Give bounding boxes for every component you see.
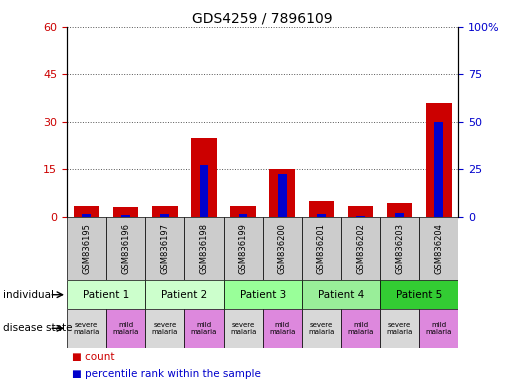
Text: Patient 4: Patient 4: [318, 290, 364, 300]
Text: GSM836199: GSM836199: [238, 223, 248, 274]
Bar: [435, 122, 443, 217]
Text: GSM836201: GSM836201: [317, 223, 326, 274]
Bar: [184, 309, 224, 348]
Bar: [380, 280, 458, 309]
Text: mild
malaria: mild malaria: [347, 322, 374, 335]
Bar: [67, 217, 106, 280]
Bar: [263, 309, 302, 348]
Text: Patient 1: Patient 1: [83, 290, 129, 300]
Text: Patient 2: Patient 2: [161, 290, 208, 300]
Text: GSM836196: GSM836196: [121, 223, 130, 274]
Bar: [145, 309, 184, 348]
Bar: [387, 203, 413, 217]
Bar: [74, 206, 99, 217]
Text: ■ percentile rank within the sample: ■ percentile rank within the sample: [72, 369, 261, 379]
Bar: [380, 217, 419, 280]
Text: severe
malaria: severe malaria: [386, 322, 413, 335]
Text: ■ count: ■ count: [72, 352, 115, 362]
Text: severe
malaria: severe malaria: [308, 322, 335, 335]
Bar: [302, 280, 380, 309]
Text: Patient 3: Patient 3: [239, 290, 286, 300]
Bar: [317, 214, 325, 217]
Bar: [224, 309, 263, 348]
Text: mild
malaria: mild malaria: [112, 322, 139, 335]
Text: severe
malaria: severe malaria: [73, 322, 100, 335]
Bar: [230, 206, 256, 217]
Bar: [161, 214, 169, 217]
Text: disease state: disease state: [3, 323, 72, 333]
Text: mild
malaria: mild malaria: [269, 322, 296, 335]
Bar: [152, 206, 178, 217]
Text: GSM836197: GSM836197: [160, 223, 169, 274]
Bar: [278, 174, 286, 217]
Text: individual: individual: [3, 290, 54, 300]
Bar: [426, 103, 452, 217]
Text: Patient 5: Patient 5: [396, 290, 442, 300]
Text: GSM836200: GSM836200: [278, 223, 287, 274]
Text: GSM836195: GSM836195: [82, 223, 91, 274]
Bar: [419, 217, 458, 280]
Text: GSM836204: GSM836204: [434, 223, 443, 274]
Bar: [200, 165, 208, 217]
Text: severe
malaria: severe malaria: [151, 322, 178, 335]
Bar: [67, 280, 145, 309]
Bar: [348, 206, 373, 217]
Bar: [302, 309, 341, 348]
Bar: [396, 213, 404, 217]
Text: GSM836198: GSM836198: [199, 223, 209, 274]
Bar: [341, 217, 380, 280]
Text: mild
malaria: mild malaria: [425, 322, 452, 335]
Bar: [224, 280, 302, 309]
Bar: [145, 217, 184, 280]
Bar: [106, 309, 145, 348]
Bar: [356, 216, 365, 217]
Bar: [239, 214, 247, 217]
Text: GSM836203: GSM836203: [395, 223, 404, 274]
Bar: [67, 309, 106, 348]
Bar: [122, 215, 130, 217]
Bar: [380, 309, 419, 348]
Bar: [224, 217, 263, 280]
Bar: [191, 138, 217, 217]
Bar: [82, 214, 91, 217]
Title: GDS4259 / 7896109: GDS4259 / 7896109: [192, 12, 333, 26]
Bar: [269, 169, 295, 217]
Text: GSM836202: GSM836202: [356, 223, 365, 274]
Bar: [308, 201, 334, 217]
Text: severe
malaria: severe malaria: [230, 322, 256, 335]
Bar: [184, 217, 224, 280]
Bar: [419, 309, 458, 348]
Text: mild
malaria: mild malaria: [191, 322, 217, 335]
Bar: [113, 207, 139, 217]
Bar: [341, 309, 380, 348]
Bar: [106, 217, 145, 280]
Bar: [263, 217, 302, 280]
Bar: [145, 280, 224, 309]
Bar: [302, 217, 341, 280]
